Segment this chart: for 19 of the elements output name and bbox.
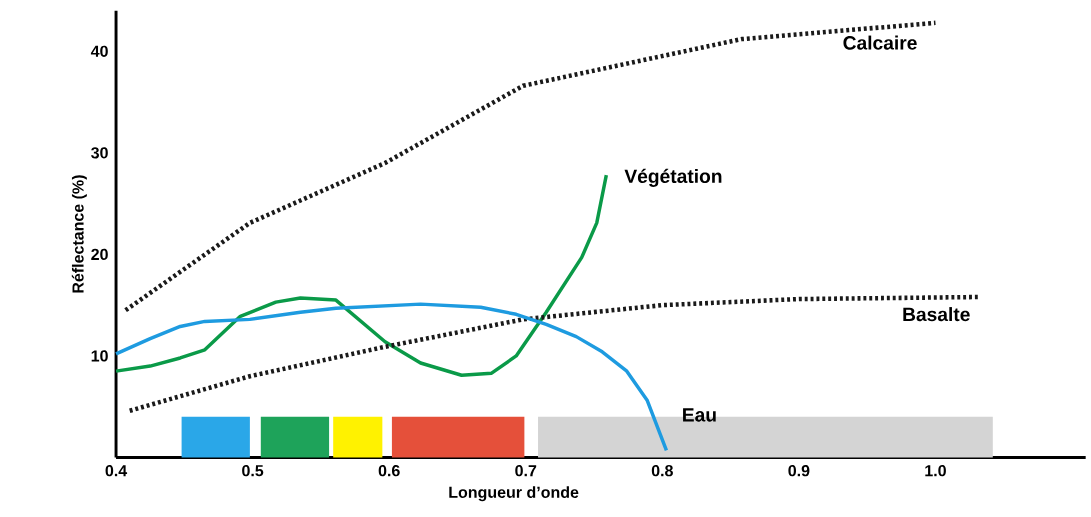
series-label: Eau	[683, 408, 716, 422]
line-series	[114, 302, 669, 452]
series-label: Basalte	[903, 306, 970, 321]
series-label: Végétation	[624, 168, 722, 187]
series-label: Calcaire	[843, 35, 917, 50]
x-tick-label: 0.7	[515, 464, 537, 477]
y-tick-label: 20	[91, 248, 108, 260]
x-tick-label: 0.5	[242, 464, 264, 477]
line-series	[114, 173, 609, 377]
x-tick-label: 0.8	[651, 464, 673, 477]
x-tick-label: 0.6	[378, 464, 400, 477]
y-tick-label: 40	[90, 45, 108, 57]
y-axis-title: Réflectance (%)	[71, 175, 87, 293]
y-tick-label: 30	[91, 146, 108, 159]
x-tick-label: 0.9	[788, 464, 810, 477]
y-tick-label: 10	[91, 350, 108, 362]
x-axis-title: Longueur d’onde	[449, 485, 579, 501]
x-tick-label: 1.0	[925, 464, 946, 477]
x-tick-label: 0.4	[105, 464, 128, 477]
